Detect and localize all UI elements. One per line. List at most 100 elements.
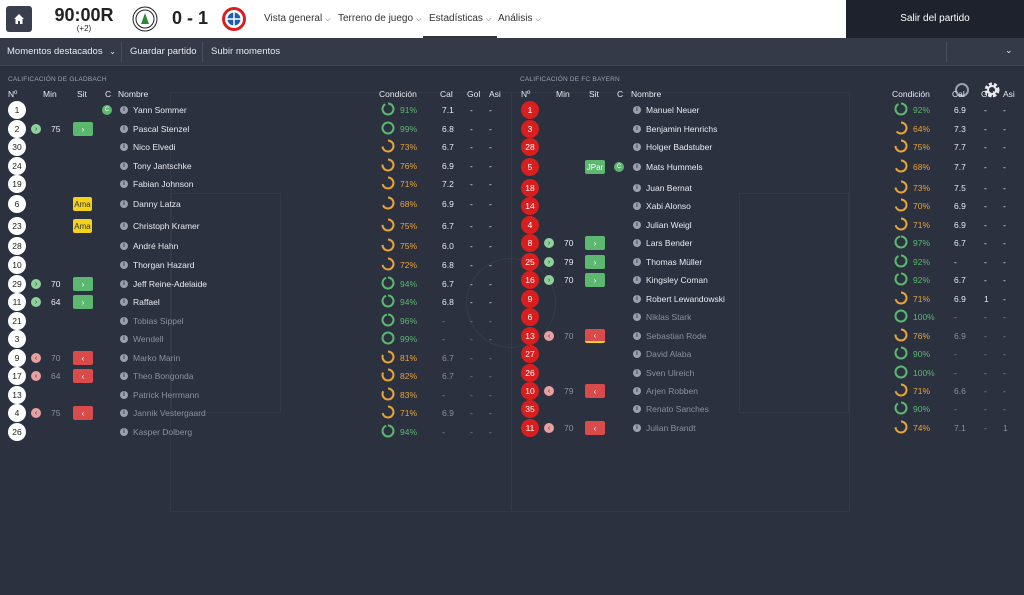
header-goals[interactable]: Gol [467,89,481,99]
save-match-button[interactable]: Guardar partido [130,46,197,57]
player-row[interactable]: 19 i Fabian Johnson 71% 7.2 - - [0,175,1024,193]
info-icon[interactable]: i [120,106,128,114]
player-name[interactable]: Kasper Dolberg [133,427,193,437]
player-name[interactable]: Julian Brandt [646,423,696,433]
player-name[interactable]: Jeff Reine-Adelaide [133,279,208,289]
player-row[interactable]: 27 i David Alaba 90% - - - [0,345,1024,363]
player-row[interactable]: 8 › 70 › i Lars Bender 97% 6.7 - - [0,234,1024,252]
player-row[interactable]: 24 i Tony Jantschke 76% 6.9 - - [0,157,1024,175]
header-condition[interactable]: Condición [379,89,417,99]
player-row[interactable]: 10 i Thorgan Hazard 72% 6.8 - - [0,256,1024,274]
header-min[interactable]: Min [556,89,570,99]
player-name[interactable]: Holger Badstuber [646,142,713,152]
info-icon[interactable]: i [633,125,641,133]
player-row[interactable]: 10 ‹ 79 ‹ i Arjen Robben 71% 6.6 - - [0,382,1024,400]
player-name[interactable]: Raffael [133,297,160,307]
player-row[interactable]: 18 i Juan Bernat 73% 7.5 - - [0,179,1024,197]
nav-stats[interactable]: Estadísticas ⌵ [423,0,498,38]
player-name[interactable]: Patrick Herrmann [133,390,200,400]
player-name[interactable]: Tony Jantschke [133,161,192,171]
player-name[interactable]: Fabian Johnson [133,179,194,189]
player-name[interactable]: Danny Latza [133,199,181,209]
info-icon[interactable]: i [633,295,641,303]
player-name[interactable]: Thorgan Hazard [133,260,195,270]
player-name[interactable]: Christoph Kramer [133,221,200,231]
header-sit[interactable]: Sit [77,89,87,99]
header-c[interactable]: C [617,89,624,99]
player-name[interactable]: Sven Ulreich [646,368,695,378]
player-name[interactable]: Yann Sommer [133,105,187,115]
header-num[interactable]: Nº [8,89,18,99]
player-name[interactable]: Wendell [133,334,164,344]
info-icon[interactable]: i [120,222,128,230]
player-name[interactable]: Kingsley Coman [646,275,708,285]
info-icon[interactable]: i [633,350,641,358]
highlights-dropdown[interactable]: Momentos destacados ⌄ [7,38,116,66]
info-icon[interactable]: i [120,372,128,380]
player-name[interactable]: Lars Bender [646,238,693,248]
nav-pitch[interactable]: Terreno de juego ⌵ [338,0,421,38]
header-condition[interactable]: Condición [892,89,930,99]
header-c[interactable]: C [105,89,112,99]
info-icon[interactable]: i [120,298,128,306]
player-row[interactable]: 1 i Manuel Neuer 92% 6.9 - - [0,101,1024,119]
player-row[interactable]: 23 Ama i Christoph Kramer 75% 6.7 - - [0,217,1024,235]
player-name[interactable]: Tobias Sippel [133,316,184,326]
player-name[interactable]: Manuel Neuer [646,105,700,115]
header-rating[interactable]: Cal [952,89,965,99]
info-icon[interactable]: i [120,335,128,343]
info-icon[interactable]: i [120,261,128,269]
player-row[interactable]: 9 i Robert Lewandowski 71% 6.9 1 - [0,290,1024,308]
header-name[interactable]: Nombre [118,89,149,99]
player-row[interactable]: 14 i Xabi Alonso 70% 6.9 - - [0,197,1024,215]
player-name[interactable]: Arjen Robben [646,386,698,396]
info-icon[interactable]: i [633,106,641,114]
player-name[interactable]: Julian Weigl [646,220,692,230]
player-row[interactable]: 21 i Tobias Sippel 96% - - - [0,312,1024,330]
info-icon[interactable]: i [120,354,128,362]
player-name[interactable]: Mats Hummels [646,162,703,172]
info-icon[interactable]: i [120,317,128,325]
player-row[interactable]: 13 i Patrick Herrmann 83% - - - [0,386,1024,404]
info-icon[interactable]: i [633,258,641,266]
info-icon[interactable]: i [633,143,641,151]
info-icon[interactable]: i [120,391,128,399]
gear-icon[interactable] [982,80,1002,100]
info-icon[interactable]: i [633,163,641,171]
player-name[interactable]: Thomas Müller [646,257,703,267]
info-icon[interactable]: i [633,424,641,432]
player-row[interactable]: 25 › 79 › i Thomas Müller 92% - - - [0,253,1024,271]
info-icon[interactable]: i [633,239,641,247]
player-row[interactable]: 35 i Renato Sanches 90% - - - [0,400,1024,418]
info-icon[interactable]: i [633,221,641,229]
player-row[interactable]: 6 i Niklas Stark 100% - - - [0,308,1024,326]
player-name[interactable]: Pascal Stenzel [133,124,190,134]
info-icon[interactable]: i [633,332,641,340]
player-name[interactable]: Robert Lewandowski [646,294,725,304]
player-row[interactable]: 3 i Wendell 99% - - - [0,330,1024,348]
player-row[interactable]: 11 › 64 › i Raffael 94% 6.8 - - [0,293,1024,311]
player-row[interactable]: 2 › 75 › i Pascal Stenzel 99% 6.8 - - [0,120,1024,138]
info-icon[interactable]: i [120,242,128,250]
info-icon[interactable]: i [633,202,641,210]
info-icon[interactable]: i [120,180,128,188]
info-icon[interactable]: i [120,280,128,288]
info-icon[interactable]: i [120,162,128,170]
player-name[interactable]: Niklas Stark [646,312,692,322]
player-name[interactable]: Xabi Alonso [646,201,691,211]
info-icon[interactable]: i [120,409,128,417]
header-num[interactable]: Nº [521,89,531,99]
player-row[interactable]: 28 i Holger Badstuber 75% 7.7 - - [0,138,1024,156]
header-assists[interactable]: Asi [489,89,501,99]
player-name[interactable]: David Alaba [646,349,692,359]
info-icon[interactable]: i [633,387,641,395]
nav-analysis[interactable]: Análisis ⌵ [498,0,541,38]
header-name[interactable]: Nombre [631,89,662,99]
info-icon[interactable]: i [633,184,641,192]
player-row[interactable]: 13 ‹ 70 ‹ i Sebastian Rode 76% 6.9 - - [0,327,1024,345]
player-name[interactable]: Nico Elvedi [133,142,176,152]
player-name[interactable]: Benjamin Henrichs [646,124,718,134]
header-goals[interactable]: Gol [981,89,995,99]
